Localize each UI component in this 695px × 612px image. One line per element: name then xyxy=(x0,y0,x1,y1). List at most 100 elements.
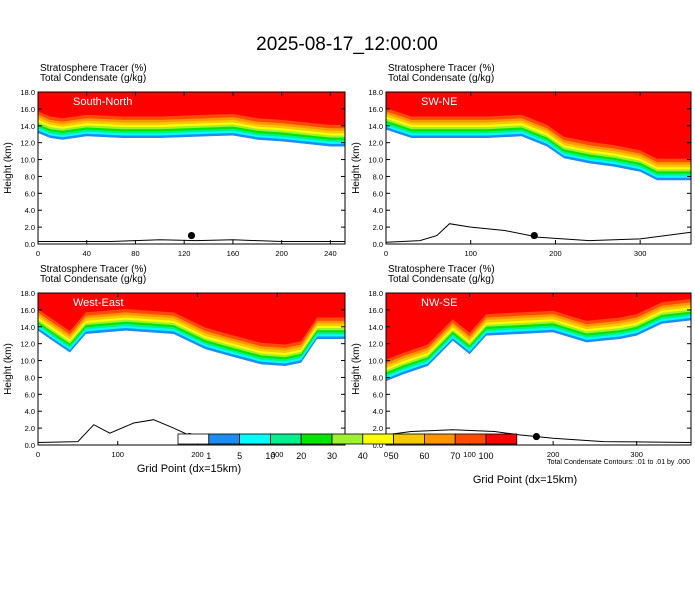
x-tick-label: 0 xyxy=(36,249,40,258)
panel-header-condensate: Total Condensate (g/kg) xyxy=(40,73,146,84)
x-tick-label: 160 xyxy=(227,249,240,258)
tracer-layer-9 xyxy=(386,293,691,360)
colorbar-label: 40 xyxy=(358,451,368,461)
y-tick-label: 10.0 xyxy=(368,357,383,366)
plot-frame xyxy=(37,91,346,245)
y-tick-label: 18.0 xyxy=(20,289,35,298)
y-tick-label: 14.0 xyxy=(368,323,383,332)
y-tick-label: 6.0 xyxy=(373,390,383,399)
y-tick-label: 0.0 xyxy=(373,240,383,249)
colorbar-box-0 xyxy=(177,433,210,445)
tracer-layer-9 xyxy=(38,293,345,345)
y-tick-label: 12.0 xyxy=(368,340,383,349)
colorbar-box-4 xyxy=(300,433,333,445)
y-tick-label: 8.0 xyxy=(25,373,35,382)
colorbar-label: 100 xyxy=(478,451,493,461)
tracer-fill xyxy=(386,293,691,443)
panel-nw-se: Stratosphere Tracer (%)Total Condensate … xyxy=(351,264,692,459)
x-tick-label: 100 xyxy=(111,450,124,459)
x-tick-label: 0 xyxy=(384,450,388,459)
tracer-fill xyxy=(38,293,345,443)
panel-west-east: Stratosphere Tracer (%)Total Condensate … xyxy=(3,264,346,459)
colorbar-box-2 xyxy=(239,433,271,445)
x-tick-label: 300 xyxy=(630,450,643,459)
y-tick-label: 4.0 xyxy=(25,407,35,416)
y-axis-label: Height (km) xyxy=(3,343,14,395)
y-tick-label: 2.0 xyxy=(373,223,383,232)
y-tick-label: 6.0 xyxy=(373,189,383,198)
y-tick-label: 2.0 xyxy=(25,223,35,232)
panel-header-tracer: Stratosphere Tracer (%) xyxy=(388,63,495,74)
x-tick-label: 0 xyxy=(36,450,40,459)
y-tick-label: 10.0 xyxy=(368,156,383,165)
y-tick-label: 0.0 xyxy=(25,240,35,249)
panel-label: NW-SE xyxy=(421,297,457,309)
y-tick-label: 0.0 xyxy=(25,441,35,450)
panel-label: SW-NE xyxy=(421,96,457,108)
y-tick-label: 18.0 xyxy=(368,88,383,97)
panel-header-condensate: Total Condensate (g/kg) xyxy=(388,73,494,84)
location-marker xyxy=(187,231,196,240)
x-tick-label: 0 xyxy=(384,249,388,258)
x-tick-label: 200 xyxy=(275,249,288,258)
colorbar-label: 70 xyxy=(450,451,460,461)
x-tick-label: 120 xyxy=(178,249,191,258)
x-axis-label-bottom-left: Grid Point (dx=15km) xyxy=(137,463,241,475)
colorbar-label: 20 xyxy=(296,451,306,461)
plot-frame xyxy=(385,91,692,245)
panel-header-tracer: Stratosphere Tracer (%) xyxy=(388,264,495,275)
location-marker xyxy=(530,231,538,240)
colorbar-label: 10 xyxy=(265,451,275,461)
panel-label: South-North xyxy=(73,96,132,108)
colorbar-label: 1 xyxy=(206,451,211,461)
x-tick-label: 40 xyxy=(83,249,91,258)
y-tick-label: 12.0 xyxy=(20,139,35,148)
y-tick-label: 4.0 xyxy=(25,206,35,215)
y-axis-label: Height (km) xyxy=(351,142,362,194)
colorbar-box-5 xyxy=(331,433,364,445)
figure-title: 2025-08-17_12:00:00 xyxy=(256,34,438,55)
y-tick-label: 16.0 xyxy=(368,306,383,315)
panel-south-north: Stratosphere Tracer (%)Total Condensate … xyxy=(3,63,346,258)
y-tick-label: 4.0 xyxy=(373,407,383,416)
x-tick-label: 200 xyxy=(547,450,560,459)
y-tick-label: 10.0 xyxy=(20,357,35,366)
x-tick-label: 200 xyxy=(191,450,204,459)
colorbar-box-3 xyxy=(269,433,302,445)
y-tick-label: 14.0 xyxy=(20,323,35,332)
x-tick-label: 100 xyxy=(464,249,477,258)
y-tick-label: 18.0 xyxy=(20,88,35,97)
contour-note: Total Condensate Contours: .01 to .01 by… xyxy=(547,459,690,466)
y-tick-label: 2.0 xyxy=(25,424,35,433)
y-tick-label: 16.0 xyxy=(368,105,383,114)
terrain-line xyxy=(38,239,345,242)
y-tick-label: 12.0 xyxy=(20,340,35,349)
colorbar-label: 60 xyxy=(419,451,429,461)
panels: Stratosphere Tracer (%)Total Condensate … xyxy=(3,63,692,459)
y-tick-label: 14.0 xyxy=(368,122,383,131)
colorbar-box-9 xyxy=(454,433,487,445)
panel-header-condensate: Total Condensate (g/kg) xyxy=(388,274,494,285)
y-tick-label: 12.0 xyxy=(368,139,383,148)
y-tick-label: 10.0 xyxy=(20,156,35,165)
y-tick-label: 16.0 xyxy=(20,306,35,315)
y-axis-label: Height (km) xyxy=(351,343,362,395)
colorbar-label: 50 xyxy=(389,451,399,461)
colorbar-label: 30 xyxy=(327,451,337,461)
x-tick-label: 240 xyxy=(324,249,337,258)
y-tick-label: 14.0 xyxy=(20,122,35,131)
tracer-fill xyxy=(38,92,345,242)
panel-header-tracer: Stratosphere Tracer (%) xyxy=(40,264,147,275)
tracer-layer-9 xyxy=(386,92,691,159)
y-tick-label: 8.0 xyxy=(25,172,35,181)
x-tick-label: 300 xyxy=(634,249,647,258)
y-tick-label: 8.0 xyxy=(373,373,383,382)
colorbar-box-8 xyxy=(423,433,456,445)
y-tick-label: 18.0 xyxy=(368,289,383,298)
y-tick-label: 0.0 xyxy=(373,441,383,450)
terrain-line xyxy=(386,429,691,443)
terrain-line xyxy=(386,223,691,243)
y-tick-label: 16.0 xyxy=(20,105,35,114)
panel-label: West-East xyxy=(73,297,124,309)
x-tick-label: 100 xyxy=(463,450,476,459)
